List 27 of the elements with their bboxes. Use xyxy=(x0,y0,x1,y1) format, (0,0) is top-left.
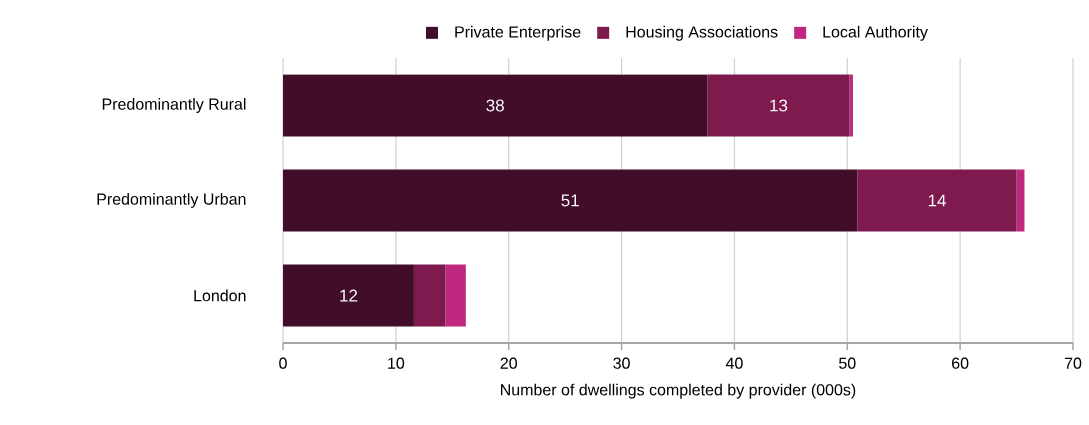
bar xyxy=(413,264,446,327)
x-tick-label: 30 xyxy=(613,357,630,369)
legend-label: Local Authority xyxy=(823,25,928,41)
data-label: 12 xyxy=(340,289,358,302)
bar xyxy=(283,169,858,232)
x-axis-title: Number of dwellings completed by provider (000s) xyxy=(501,383,856,399)
bar xyxy=(707,74,850,137)
data-label: 38 xyxy=(486,99,504,112)
x-tick-label: 20 xyxy=(500,357,517,369)
y-tick-label: Predominantly Urban xyxy=(97,193,246,208)
y-tick-label: Predominantly Rural xyxy=(102,98,246,113)
legend-label: Private Enterprise xyxy=(455,25,581,41)
x-tick-label: 0 xyxy=(279,357,287,369)
x-tick-label: 10 xyxy=(388,357,405,369)
data-label: 51 xyxy=(561,194,579,207)
x-tick-label: 70 xyxy=(1064,357,1082,369)
legend-label: Housing Associations xyxy=(626,25,778,41)
y-tick-label: London xyxy=(194,289,246,302)
data-label: 13 xyxy=(770,99,788,112)
x-tick-label: 60 xyxy=(952,357,969,369)
bar xyxy=(857,169,1017,232)
bar xyxy=(283,264,414,327)
x-tick-label: 50 xyxy=(839,357,856,369)
x-tick-label: 40 xyxy=(725,357,743,369)
bar xyxy=(283,74,708,137)
data-label: 14 xyxy=(928,194,946,207)
bar xyxy=(445,264,466,327)
